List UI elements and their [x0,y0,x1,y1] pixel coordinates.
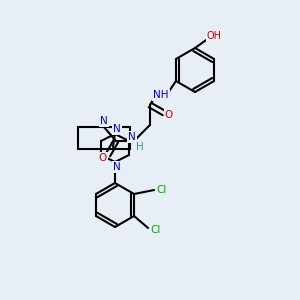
Text: Cl: Cl [157,185,167,195]
Text: O: O [165,110,173,120]
Text: N: N [128,132,136,142]
Text: N: N [100,116,108,126]
Text: O: O [99,153,107,163]
Text: N: N [113,124,121,134]
Text: N: N [113,162,121,172]
Text: OH: OH [206,31,221,41]
Text: NH: NH [153,90,169,100]
Text: H: H [136,142,144,152]
Text: Cl: Cl [151,225,161,235]
